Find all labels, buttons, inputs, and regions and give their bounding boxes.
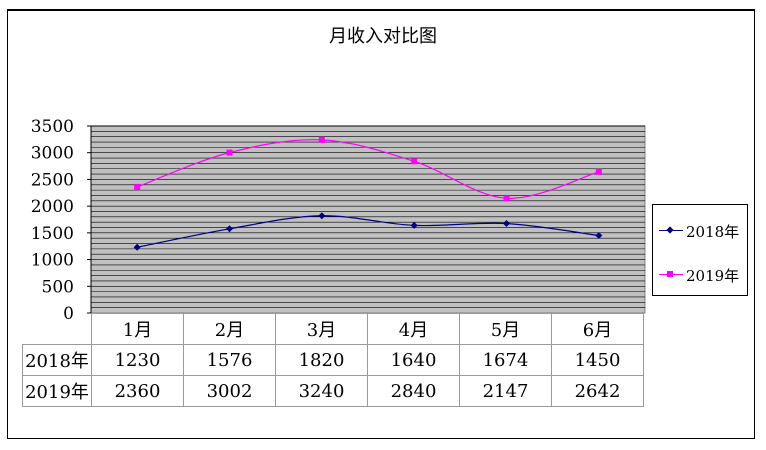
y-tick-label: 1000	[31, 251, 74, 271]
table-header-cell: 6月	[551, 313, 644, 345]
y-tick-label: 500	[42, 277, 74, 297]
y-tick-label: 1500	[31, 224, 74, 244]
table-row-2018: 2018年 1230 1576 1820 1640 1674 1450	[22, 344, 644, 376]
y-tick-label: 3500	[31, 117, 74, 137]
table-cell: 3240	[275, 375, 368, 407]
data-point-0	[318, 212, 326, 220]
table-cell: 1576	[183, 344, 276, 376]
data-point-1	[134, 183, 141, 190]
y-tick-label: 3000	[31, 144, 74, 164]
table-row-2019: 2019年 2360 3002 3240 2840 2147 2642	[22, 375, 644, 407]
table-cell: 1450	[551, 344, 644, 376]
table-row-categories: 1月 2月 3月 4月 5月 6月	[22, 313, 644, 345]
data-point-0	[595, 232, 603, 240]
data-point-1	[503, 195, 510, 202]
table-cell: 2642	[551, 375, 644, 407]
y-tick-label: 2500	[31, 170, 74, 190]
table-header-cell: 4月	[367, 313, 460, 345]
data-point-0	[503, 220, 510, 228]
table-header-cell: 5月	[459, 313, 552, 345]
table-header-cell: 3月	[275, 313, 368, 345]
chart-title: 月收入对比图	[329, 26, 437, 47]
data-point-1	[318, 136, 325, 143]
series-line-1	[136, 139, 599, 199]
data-point-1	[595, 168, 602, 175]
data-table: 1月 2月 3月 4月 5月 6月 2018年 1230 1576 1820 1…	[22, 313, 644, 407]
table-cell: 1820	[275, 344, 368, 376]
legend: 2018年 2019年	[652, 204, 748, 296]
table-cell: 2147	[459, 375, 552, 407]
legend-item-2019: 2019年	[659, 265, 739, 285]
table-series-label: 2018年	[22, 344, 92, 376]
series-line-0	[137, 215, 599, 248]
legend-label-2018: 2018年	[686, 222, 740, 241]
table-header-cell: 1月	[91, 313, 184, 345]
legend-swatch-2018	[659, 225, 683, 237]
table-header-cell: 2月	[183, 313, 276, 345]
data-point-1	[226, 149, 233, 156]
table-corner	[22, 313, 92, 345]
legend-item-2018: 2018年	[659, 221, 739, 241]
data-point-0	[226, 225, 233, 233]
legend-label-2019: 2019年	[686, 266, 740, 285]
table-cell: 1230	[91, 344, 184, 376]
data-point-1	[411, 158, 418, 165]
table-cell: 2360	[91, 375, 184, 407]
table-cell: 1640	[367, 344, 460, 376]
legend-swatch-2019	[659, 269, 683, 281]
data-point-0	[410, 221, 418, 229]
y-tick-label: 2000	[31, 197, 74, 217]
table-series-label: 2019年	[22, 375, 92, 407]
table-cell: 1674	[459, 344, 552, 376]
data-point-0	[133, 243, 141, 251]
table-cell: 2840	[367, 375, 460, 407]
table-cell: 3002	[183, 375, 276, 407]
